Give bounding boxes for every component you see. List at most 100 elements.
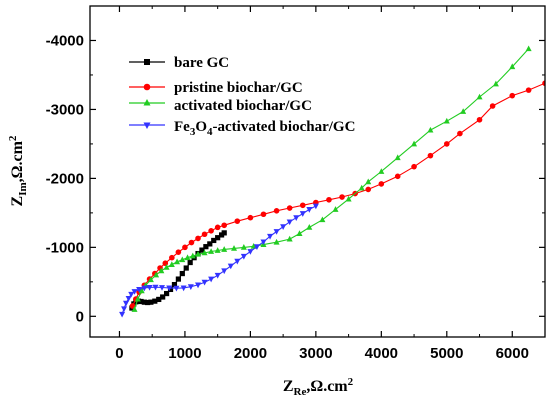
data-point <box>443 141 450 147</box>
data-point <box>247 214 254 221</box>
data-point <box>489 103 496 109</box>
x-tick-label: 0 <box>115 345 123 362</box>
data-point <box>175 249 182 255</box>
data-point <box>542 80 545 87</box>
data-point <box>163 290 170 297</box>
data-point <box>358 184 365 191</box>
data-point <box>427 152 434 159</box>
data-point <box>162 260 169 267</box>
data-point <box>141 299 147 305</box>
data-point <box>134 295 141 302</box>
legend-label-bare-gc: bare GC <box>174 55 229 71</box>
data-point <box>182 244 188 251</box>
data-point <box>443 117 450 124</box>
data-point <box>273 229 280 235</box>
data-point <box>174 258 181 265</box>
y-tick-label: -3000 <box>46 101 84 118</box>
data-point <box>214 247 221 253</box>
data-point <box>141 285 148 292</box>
data-point <box>125 295 132 302</box>
data-point <box>138 287 145 294</box>
data-point <box>234 258 241 265</box>
legend-label-activated-biochar: activated biochar/GC <box>174 98 312 114</box>
data-point <box>378 168 385 174</box>
data-point <box>153 271 160 278</box>
data-point <box>214 224 221 231</box>
data-point <box>180 285 187 292</box>
data-point <box>427 126 434 133</box>
data-point <box>214 272 221 279</box>
data-point <box>199 247 205 253</box>
data-point <box>187 284 194 290</box>
data-point <box>188 239 195 246</box>
data-point <box>131 306 138 312</box>
data-point <box>175 276 181 282</box>
data-point <box>121 306 128 313</box>
data-point <box>221 268 228 275</box>
data-point <box>158 267 165 274</box>
y-tick-label: -2000 <box>46 170 84 187</box>
x-tick-label: 5000 <box>430 345 463 362</box>
series-layer <box>119 45 545 318</box>
data-point <box>195 250 202 257</box>
data-point <box>169 254 175 261</box>
data-point <box>509 63 516 70</box>
data-point <box>293 215 300 222</box>
data-point <box>227 263 234 270</box>
x-tick-label: 2000 <box>234 345 267 362</box>
data-point <box>460 108 467 114</box>
legend-marker-triangle-down <box>143 122 151 129</box>
data-point <box>211 237 217 244</box>
data-point <box>253 244 260 250</box>
data-point <box>260 239 267 246</box>
data-point <box>201 231 208 238</box>
legend-label-pristine-biochar: pristine biochar/GC <box>174 80 303 96</box>
data-point <box>152 298 158 304</box>
data-point <box>138 298 144 305</box>
data-point <box>218 232 225 238</box>
data-point <box>411 140 418 147</box>
data-point <box>221 246 228 252</box>
data-point <box>147 276 154 283</box>
x-tick-label: 1000 <box>168 345 201 362</box>
data-point <box>319 216 326 223</box>
data-point <box>345 195 352 202</box>
data-point <box>179 256 186 263</box>
data-point <box>339 194 345 200</box>
legend-label-fe3o4-biochar: Fe3O4-activated biochar/GC <box>174 119 355 138</box>
legend-entry-pristine-biochar: pristine biochar/GC <box>129 80 303 96</box>
series-line-1 <box>132 82 545 307</box>
data-point <box>280 224 287 230</box>
data-point <box>208 248 215 254</box>
data-point <box>332 206 339 212</box>
data-point <box>159 285 166 291</box>
data-point <box>195 282 202 289</box>
data-point <box>221 222 228 229</box>
data-point <box>119 311 126 318</box>
data-point <box>173 285 180 292</box>
legend-entry-fe3o4-biochar: Fe3O4-activated biochar/GC <box>129 119 355 138</box>
legend-marker-triangle-up <box>143 99 151 106</box>
data-point <box>145 299 151 306</box>
data-point <box>208 276 215 283</box>
y-axis-title: ZIm,Ω.cm2 <box>7 135 29 206</box>
data-point <box>156 296 162 303</box>
data-point <box>299 211 306 217</box>
data-point <box>457 130 463 137</box>
data-point <box>187 259 193 266</box>
data-point <box>509 92 516 99</box>
data-point <box>476 116 483 123</box>
y-tick-label: -1000 <box>46 239 84 256</box>
data-point <box>221 230 227 236</box>
data-point <box>171 281 178 288</box>
data-point <box>163 264 170 270</box>
x-tick-label: 4000 <box>365 345 398 362</box>
data-point <box>168 261 175 267</box>
data-point <box>299 202 306 209</box>
data-point <box>179 270 185 277</box>
data-point <box>492 80 499 87</box>
data-point <box>365 178 372 185</box>
data-point <box>411 163 417 170</box>
data-point <box>365 186 372 193</box>
